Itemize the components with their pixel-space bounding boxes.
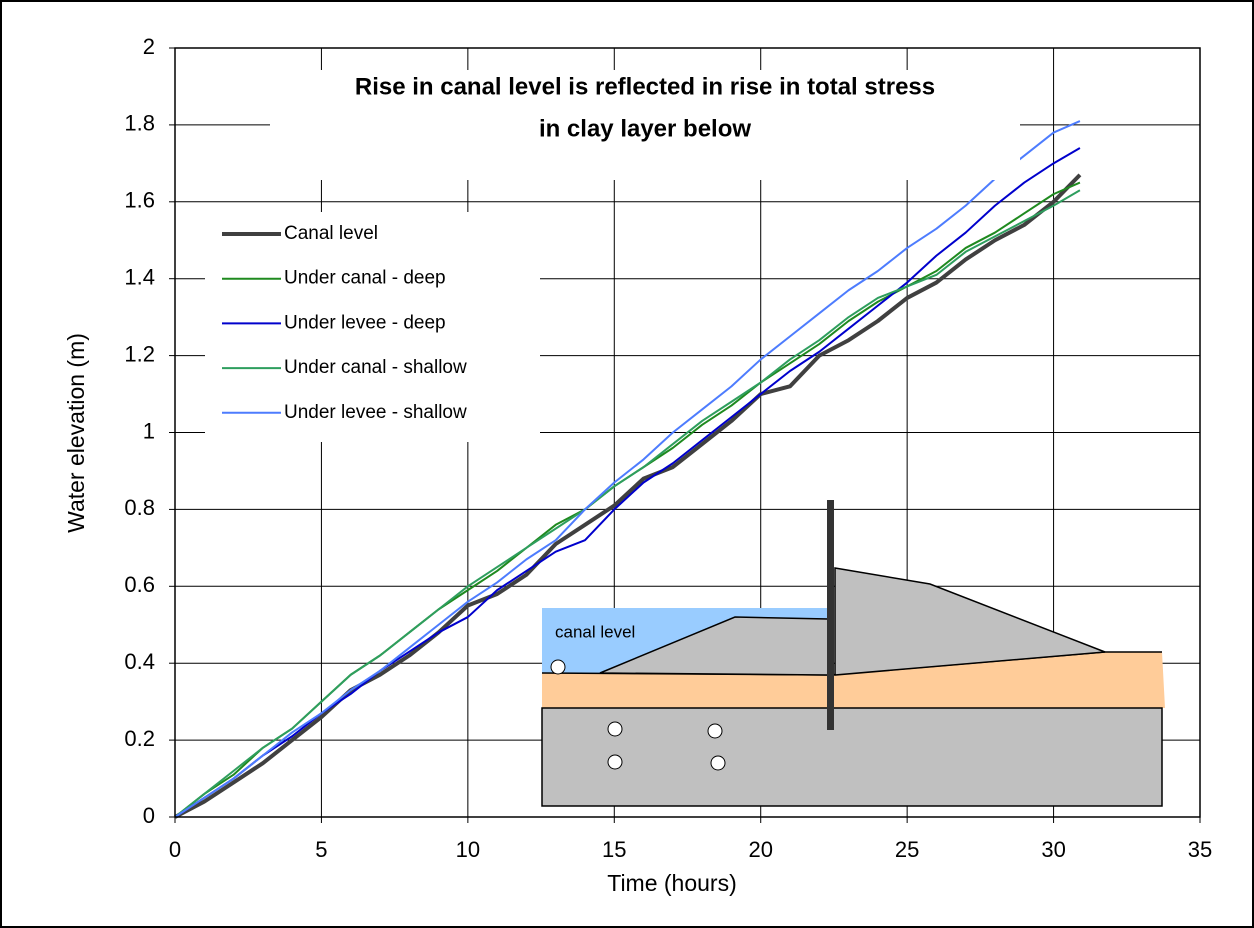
annotation: canal level bbox=[555, 622, 635, 641]
chart-title: in clay layer below bbox=[539, 115, 751, 142]
x-axis-label: Time (hours) bbox=[607, 870, 737, 896]
title-bg bbox=[270, 70, 1020, 180]
clay-layer bbox=[541, 707, 1163, 807]
x-tick-label: 0 bbox=[169, 837, 181, 862]
y-tick-label: 2 bbox=[143, 34, 155, 59]
x-tick-label: 15 bbox=[602, 837, 626, 862]
legend-label: Under canal - shallow bbox=[284, 357, 467, 378]
x-tick-label: 20 bbox=[748, 837, 772, 862]
x-tick-label: 10 bbox=[456, 837, 480, 862]
legend-bg bbox=[205, 212, 540, 442]
legend-label: Under canal - deep bbox=[284, 268, 446, 289]
sensor bbox=[607, 754, 623, 770]
lines bbox=[174, 120, 1082, 819]
y-tick-label: 1.6 bbox=[124, 188, 155, 213]
y-tick-label: 0 bbox=[143, 803, 155, 828]
x-tick-label: 30 bbox=[1041, 837, 1065, 862]
y-tick-label: 0.2 bbox=[124, 726, 155, 751]
sheet-pile bbox=[827, 500, 834, 730]
y-tick-label: 0.6 bbox=[124, 572, 155, 597]
series-line bbox=[174, 189, 1081, 818]
y-tick-label: 0.8 bbox=[124, 495, 155, 520]
series-line bbox=[174, 120, 1081, 818]
chart-title: Rise in canal level is reflected in rise… bbox=[355, 73, 935, 100]
y-axis-label: Water elevation (m) bbox=[63, 333, 89, 533]
y-tick-label: 0.4 bbox=[124, 649, 155, 674]
y-tick-label: 1.4 bbox=[124, 265, 155, 290]
x-tick-label: 35 bbox=[1188, 837, 1212, 862]
legend-label: Under levee - shallow bbox=[284, 402, 467, 423]
y-tick-label: 1.2 bbox=[124, 341, 155, 366]
y-tick-label: 1 bbox=[143, 418, 155, 443]
x-tick-label: 25 bbox=[895, 837, 919, 862]
y-tick-label: 1.8 bbox=[124, 111, 155, 136]
legend-label: Canal level bbox=[284, 223, 378, 244]
sensor bbox=[550, 659, 566, 675]
sand-layer bbox=[542, 652, 1165, 708]
series-line bbox=[174, 173, 1082, 819]
sensor bbox=[710, 755, 726, 771]
levee-right bbox=[834, 567, 1106, 676]
legend-label: Under levee - deep bbox=[284, 312, 446, 333]
inset-diagram: canal level bbox=[541, 500, 1165, 807]
x-tick-label: 5 bbox=[315, 837, 327, 862]
sensor bbox=[707, 723, 723, 739]
sensor bbox=[607, 721, 623, 737]
legend: Canal level Under canal - deep Under levee… bbox=[205, 212, 540, 442]
